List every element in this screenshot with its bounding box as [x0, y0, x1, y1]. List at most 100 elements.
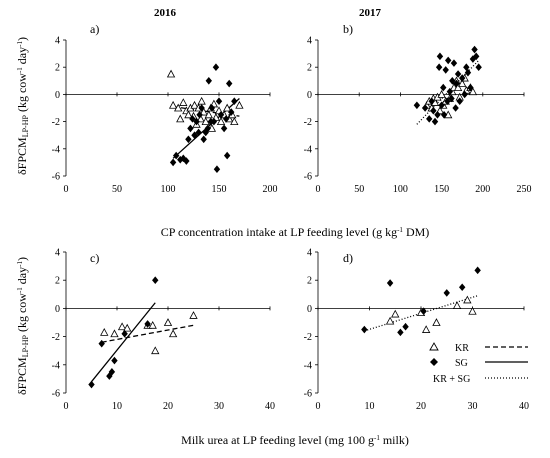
sg-point [204, 124, 211, 133]
sg-point [121, 329, 128, 338]
legend-sg-marker [430, 358, 438, 366]
kr-point [199, 107, 208, 116]
sg-point [430, 106, 437, 115]
x-tick-label: 10 [365, 401, 375, 412]
sg-point [426, 115, 433, 123]
ylabel-unit-sup1: -1 [16, 67, 24, 73]
x-tick-label: 200 [263, 184, 278, 195]
sg-point [454, 70, 462, 78]
sg-point [452, 104, 459, 112]
kr-point [184, 110, 193, 119]
legend-kr-label: KR [455, 343, 469, 354]
sg-point [448, 94, 455, 103]
kr-point [197, 96, 206, 105]
ylabel-main-2: δFPCM [15, 357, 29, 395]
sg-point [228, 108, 235, 116]
sg-point [459, 283, 466, 292]
kr-point [230, 117, 239, 125]
plot-b: 4 2 0 -2 -4 -6 0 50 100 150 200 250 [304, 36, 532, 196]
sg-point [215, 97, 223, 105]
kr-point [458, 79, 467, 87]
kr-point [117, 322, 127, 331]
kr-point [196, 114, 205, 123]
sg-point [436, 52, 444, 61]
panel-b: 2017 b) 4 2 0 -2 -4 -6 0 50 100 150 200 250 [304, 7, 532, 195]
sg-point [187, 124, 194, 133]
ylabel-unit-pre-2: (kg cow [15, 293, 29, 335]
kr-point [110, 329, 119, 338]
sg-point [217, 111, 225, 119]
y-tick-label: -6 [304, 389, 312, 400]
sg-point [231, 97, 238, 105]
y-tick-label: -2 [304, 332, 312, 343]
sg-point [442, 66, 449, 74]
sg-point [428, 97, 435, 105]
sg-point [213, 165, 221, 173]
sg-point [108, 368, 116, 376]
y-tick-label: 0 [55, 304, 60, 315]
sg-point [435, 63, 443, 71]
y-tick-label: 2 [307, 63, 312, 74]
x-tick-label: 50 [112, 184, 122, 195]
legend-kr-marker [429, 342, 439, 351]
kr-point [190, 100, 199, 109]
kr-point [204, 110, 213, 119]
x-tick-label: 0 [316, 184, 321, 195]
x-tick-label: 40 [519, 401, 529, 412]
sg-point [223, 151, 231, 160]
sg-point [106, 372, 113, 380]
xlabel-bottom-post: milk) [380, 433, 409, 447]
x-tick-label: 20 [163, 401, 173, 412]
kr-point [235, 100, 244, 109]
kr-point [391, 309, 400, 318]
y-tick-label: -4 [304, 144, 312, 155]
sg-point [195, 128, 202, 137]
xlabel-top-pre: CP concentration intake at LP feeding le… [161, 225, 397, 239]
ylabel-sub-2: LP-HP [21, 335, 30, 358]
sg-point [420, 307, 427, 316]
sg-point [467, 83, 474, 92]
sg-point [440, 83, 447, 92]
x-tick-label: 0 [64, 184, 69, 195]
panel-d: d) 420-2-4-60 10 20 30 40 [304, 248, 529, 413]
kr-point [222, 103, 232, 112]
x-axis-label-bottom: Milk urea at LP feeding level (mg 100 g-… [181, 433, 409, 447]
sg-point [200, 135, 207, 144]
kr-point [100, 328, 109, 336]
fit-line-dashed [173, 105, 240, 117]
sg-point [205, 77, 212, 85]
xlabel-top-sup: -1 [397, 226, 403, 234]
kr-point [385, 316, 395, 325]
kr-point [176, 114, 185, 123]
y-tick-label: 0 [307, 304, 312, 315]
sg-point [444, 97, 451, 105]
plot-c: 420-2-4-60 10 20 30 40 [52, 248, 275, 413]
plot-a: 4 2 0 -2 -4 -6 0 50 100 150 200 [52, 36, 278, 196]
sg-point [443, 289, 450, 297]
y-tick-label: -4 [304, 360, 312, 371]
x-tick-label: 20 [416, 401, 426, 412]
sg-point [386, 279, 394, 287]
ylabel-unit-mid-2: day [15, 267, 29, 287]
sg-point [169, 158, 177, 167]
sg-point [474, 266, 481, 275]
sg-point [431, 117, 439, 126]
kr-point [166, 69, 176, 78]
kr-point [452, 301, 462, 309]
sg-point [222, 115, 230, 123]
y-tick-label: 4 [55, 36, 60, 47]
sg-point [434, 111, 441, 119]
sg-point [361, 325, 368, 334]
panel-a-title: 2016 [154, 7, 177, 19]
ylabel-unit-pre: (kg cow [15, 73, 29, 115]
kr-point [453, 83, 463, 91]
kr-point [151, 346, 160, 355]
sg-point [183, 157, 190, 165]
sg-point [461, 90, 468, 99]
y-axis-label-bottom: δFPCMLP-HP (kg cow-1 day-1) [15, 257, 30, 395]
y-tick-label: 4 [307, 36, 312, 47]
ylabel-unit-post-2: ) [15, 257, 29, 261]
sg-point [208, 104, 216, 112]
ylabel-unit-sup2: -1 [16, 41, 24, 47]
